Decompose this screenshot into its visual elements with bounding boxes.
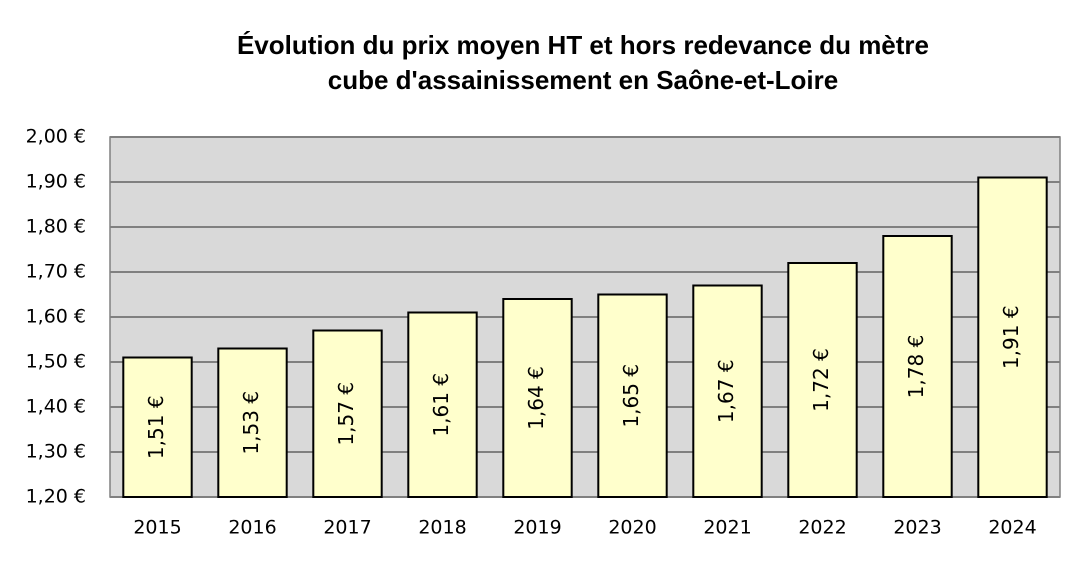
value-label: 1,51 € (144, 395, 168, 459)
y-tick-label: 1,90 € (26, 171, 86, 193)
x-tick-label: 2020 (608, 517, 656, 539)
bar (122, 356, 193, 498)
y-tick-label: 1,70 € (26, 261, 86, 283)
bar (787, 262, 858, 498)
chart-title: cube d'assainissement en Saône-et-Loire (328, 65, 838, 95)
x-tick-label: 2017 (323, 517, 371, 539)
x-tick-label: 2023 (893, 517, 941, 539)
value-label: 1,78 € (904, 335, 928, 399)
x-tick-label: 2016 (228, 517, 276, 539)
x-tick-label: 2022 (798, 517, 846, 539)
bar (217, 347, 288, 498)
chart-title: Évolution du prix moyen HT et hors redev… (237, 30, 929, 60)
value-label: 1,65 € (619, 364, 643, 428)
y-tick-label: 1,80 € (26, 216, 86, 238)
y-tick-label: 1,60 € (26, 306, 86, 328)
value-label: 1,57 € (334, 382, 358, 446)
value-label: 1,61 € (429, 373, 453, 437)
value-label: 1,91 € (999, 305, 1023, 369)
x-tick-label: 2024 (988, 517, 1036, 539)
bar (312, 329, 383, 498)
x-tick-label: 2018 (418, 517, 466, 539)
y-tick-label: 1,30 € (26, 441, 86, 463)
y-tick-label: 1,50 € (26, 351, 86, 373)
value-label: 1,72 € (809, 348, 833, 412)
y-tick-label: 2,00 € (26, 126, 86, 148)
x-tick-label: 2019 (513, 517, 561, 539)
value-label: 1,53 € (239, 391, 263, 455)
value-label: 1,64 € (524, 366, 548, 430)
plot-border (109, 136, 1061, 498)
bar (597, 293, 668, 498)
y-tick-label: 1,40 € (26, 396, 86, 418)
x-tick-label: 2021 (703, 517, 751, 539)
bar (502, 298, 573, 498)
value-label: 1,67 € (714, 359, 738, 423)
y-tick-label: 1,20 € (26, 486, 86, 508)
bar (882, 235, 953, 498)
bar (692, 284, 763, 498)
x-tick-label: 2015 (133, 517, 181, 539)
bar (407, 311, 478, 498)
bar (977, 176, 1048, 498)
